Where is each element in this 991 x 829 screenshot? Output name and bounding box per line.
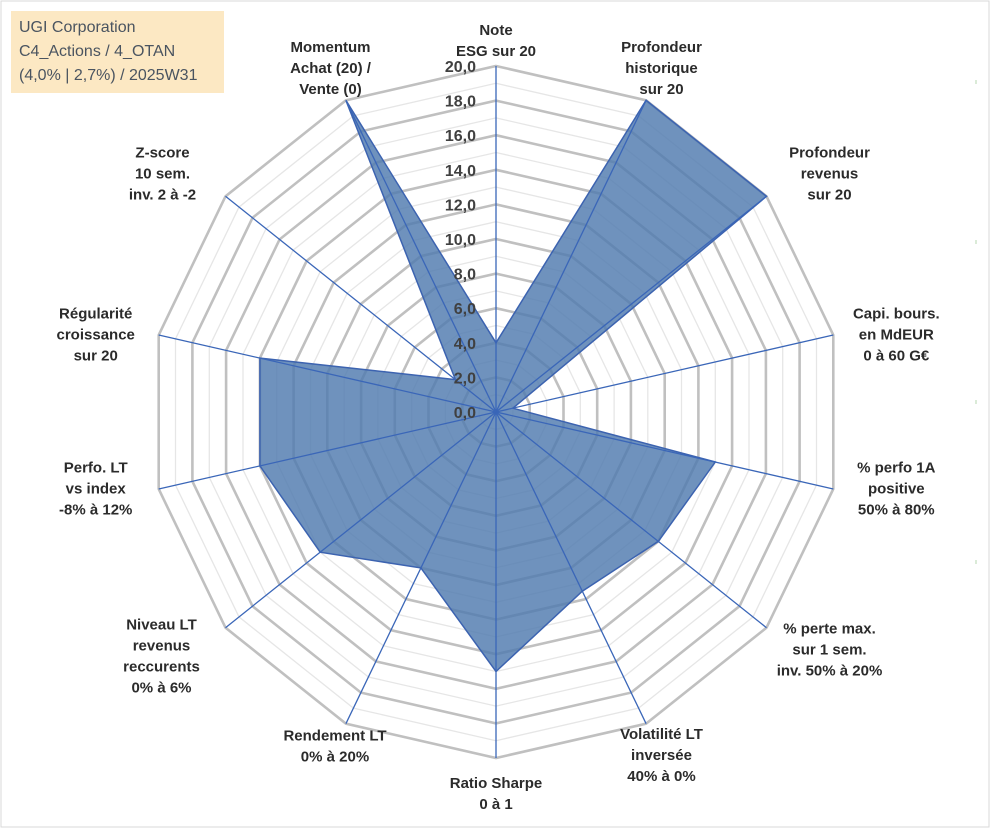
axis-label-line: Régularité — [59, 306, 132, 323]
axis-label-line: croissance — [57, 327, 135, 344]
axis-label-line: historique — [625, 60, 698, 77]
axis-spoke — [495, 411, 767, 629]
axis-label: Rendement LT 0% à 20% — [283, 727, 386, 765]
axis-label-line: Ratio Sharpe — [450, 775, 543, 792]
axis-label-line: % perte max. — [783, 620, 876, 637]
axis-spoke — [495, 195, 767, 413]
axis-label-line: Niveau LT — [126, 616, 197, 633]
axis-label-line: Vente (0) — [299, 81, 362, 98]
axis-label: Volatilité LT inversée 40% à 0% — [620, 726, 703, 785]
axis-label-line: Z-score — [135, 145, 189, 162]
axis-label-line: 0 à 1 — [479, 796, 512, 813]
axis-label: % perte max. sur 1 sem. inv. 50% à 20% — [777, 620, 883, 679]
axis-spoke — [495, 411, 834, 490]
axis-label: Niveau LT revenus reccurents 0% à 6% — [123, 616, 200, 696]
axis-label-line: -8% à 12% — [59, 502, 132, 519]
axis-label-line: sur 20 — [639, 81, 683, 98]
axis-label-line: positive — [868, 481, 925, 498]
axis-label: Z-score 10 sem. inv. 2 à -2 — [129, 145, 196, 204]
axis-label-line: inv. 2 à -2 — [129, 187, 196, 204]
axis-spoke — [158, 411, 497, 490]
axis-label-line: 10 sem. — [135, 166, 190, 183]
axis-label-line: sur 1 sem. — [792, 641, 866, 658]
tick-label: 12,0 — [445, 197, 476, 214]
tick-label: 6,0 — [454, 301, 476, 318]
company-name: UGI Corporation — [19, 19, 136, 36]
axis-label-line: revenus — [133, 637, 191, 654]
axis-spoke — [158, 334, 497, 413]
tick-label: 0,0 — [454, 405, 476, 422]
axis-spoke — [495, 334, 834, 413]
tick-label: 14,0 — [445, 163, 476, 180]
tick-label: 2,0 — [454, 370, 476, 387]
axis-label-line: Rendement LT — [283, 727, 386, 744]
stock-info-box: UGI Corporation C4_Actions / 4_OTAN (4,0… — [11, 11, 224, 93]
yield-and-week: (4,0% | 2,7%) / 2025W31 — [19, 67, 198, 84]
axis-label: Ratio Sharpe 0 à 1 — [450, 775, 543, 813]
axis-label-line: Profondeur — [789, 145, 870, 162]
axis-label-line: Momentum — [291, 39, 371, 56]
axis-label: Profondeur revenus sur 20 — [789, 145, 870, 204]
axis-label: Profondeur historique sur 20 — [621, 39, 702, 98]
axis-label-line: 0% à 20% — [301, 748, 369, 765]
axis-label-line: ESG sur 20 — [456, 43, 536, 60]
axis-label: Régularité croissance sur 20 — [57, 306, 135, 365]
axis-label-line: inversée — [631, 747, 692, 764]
axis-label: % perfo 1A positive 50% à 80% — [857, 460, 936, 519]
axis-spoke — [345, 411, 497, 724]
axis-spoke — [345, 100, 497, 413]
axis-label-line: sur 20 — [807, 187, 851, 204]
axis-label-line: en MdEUR — [859, 327, 934, 344]
axis-spoke — [225, 411, 497, 629]
axis-label-line: 0 à 60 G€ — [863, 348, 930, 365]
axis-label-line: Note — [479, 22, 512, 39]
axis-label: Capi. bours. en MdEUR 0 à 60 G€ — [853, 306, 940, 365]
axis-label-line: inv. 50% à 20% — [777, 662, 883, 679]
axis-label-line: 40% à 0% — [627, 768, 695, 785]
axis-label-line: sur 20 — [74, 348, 118, 365]
axis-label-line: 0% à 6% — [131, 679, 191, 696]
axis-label-line: % perfo 1A — [857, 460, 936, 477]
axis-label: Perfo. LT vs index -8% à 12% — [59, 460, 132, 519]
axis-label-line: Achat (20) / — [290, 60, 372, 77]
axis-label-line: Capi. bours. — [853, 306, 940, 323]
axis-label-line: 50% à 80% — [858, 502, 935, 519]
tick-label: 18,0 — [445, 94, 476, 111]
tick-label: 16,0 — [445, 128, 476, 145]
tick-label: 8,0 — [454, 267, 476, 284]
axis-spoke — [495, 100, 647, 413]
axis-label-line: Profondeur — [621, 39, 702, 56]
portfolio-category: C4_Actions / 4_OTAN — [19, 43, 176, 60]
axis-spoke — [225, 195, 497, 413]
tick-label: 10,0 — [445, 232, 476, 249]
axis-label-line: Volatilité LT — [620, 726, 703, 743]
tick-label: 20,0 — [445, 59, 476, 76]
axis-spoke — [495, 411, 647, 724]
axis-label: Momentum Achat (20) / Vente (0) — [290, 39, 372, 98]
axis-label: Note ESG sur 20 — [456, 22, 536, 60]
axis-label-line: reccurents — [123, 658, 200, 675]
axis-label-line: revenus — [801, 166, 859, 183]
tick-label: 4,0 — [454, 336, 476, 353]
axis-label-line: Perfo. LT — [64, 460, 128, 477]
axis-label-line: vs index — [66, 481, 127, 498]
